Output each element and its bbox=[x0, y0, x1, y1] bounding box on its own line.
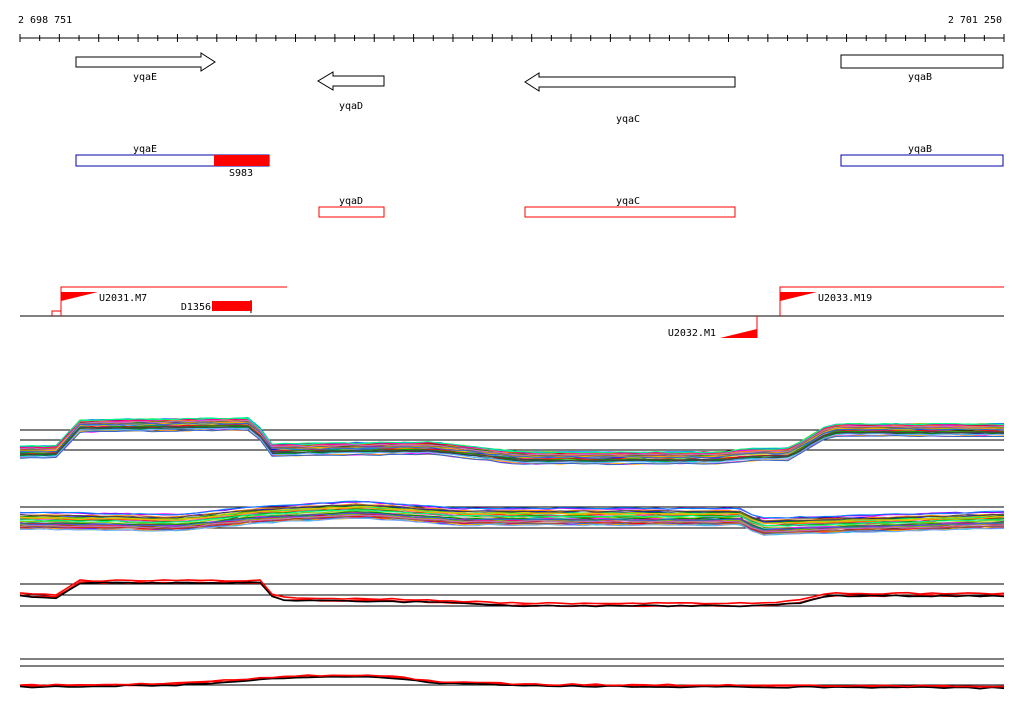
annotation-yqaD-box[interactable] bbox=[318, 206, 385, 218]
panel-2-profile-line bbox=[19, 507, 1005, 525]
panel-4-profile-line bbox=[19, 674, 1005, 688]
panel-2-profile-line bbox=[19, 512, 1005, 531]
gene-strand-track: yqaE yqaD yqaC yqaB bbox=[75, 52, 1004, 125]
panel-1-profile-line bbox=[19, 417, 1005, 454]
start-coordinate: 2 698 751 bbox=[18, 15, 72, 26]
panel-1-profile-line bbox=[19, 419, 1005, 456]
panel-2-profile-line bbox=[19, 505, 1005, 524]
annotation-track: yqaE S983 yqaB yqaD yqaC bbox=[75, 144, 1004, 218]
expression-panel-2 bbox=[19, 500, 1005, 536]
small-marker bbox=[51, 310, 61, 316]
ruler-ticks bbox=[19, 34, 1005, 42]
expression-panel-4 bbox=[19, 658, 1005, 690]
feature-D1356[interactable]: D1356 bbox=[181, 300, 252, 313]
feature-track: U2031.M7 D1356 U2033.M19 U2032.M1 bbox=[20, 286, 1004, 339]
gene-yqaE[interactable]: yqaE bbox=[75, 52, 216, 83]
annotation-yqaC-label: yqaC bbox=[616, 196, 640, 207]
gene-yqaC[interactable]: yqaC bbox=[524, 72, 736, 125]
feature-U2033-M19-flag[interactable] bbox=[780, 292, 817, 301]
feature-U2031-M7-flag[interactable] bbox=[61, 292, 98, 301]
coordinate-ruler: 2 698 751 2 701 250 bbox=[18, 15, 1005, 42]
panel-1-profile-line bbox=[19, 427, 1004, 464]
gene-yqaB[interactable]: yqaB bbox=[840, 54, 1004, 83]
gene-yqaD[interactable]: yqaD bbox=[317, 71, 385, 112]
panel-1-profiles bbox=[19, 416, 1005, 466]
annotation-yqaB-box[interactable] bbox=[840, 154, 1004, 167]
annotation-S983-label: S983 bbox=[229, 168, 253, 179]
feature-D1356-box[interactable] bbox=[212, 301, 252, 311]
feature-U2032-M1[interactable]: U2032.M1 bbox=[668, 316, 758, 339]
expression-panel-1 bbox=[19, 416, 1005, 466]
panel-3-profile-line bbox=[19, 579, 1005, 605]
panel-1-profile-line bbox=[19, 429, 1004, 466]
feature-U2033-M19-line bbox=[779, 286, 1004, 316]
gene-yqaE-label: yqaE bbox=[133, 72, 157, 83]
panel-3-profile-line bbox=[19, 581, 1005, 608]
gene-yqaE-arrow[interactable] bbox=[75, 52, 216, 72]
panel-2-profiles bbox=[19, 500, 1005, 536]
feature-U2033-M19-label: U2033.M19 bbox=[818, 293, 872, 304]
panel-1-profile-line bbox=[19, 422, 1005, 459]
panel-2-profile-line bbox=[19, 504, 1005, 522]
feature-U2033-M19[interactable]: U2033.M19 bbox=[779, 286, 1004, 316]
expression-panel-3 bbox=[19, 579, 1005, 608]
feature-U2032-M1-flag[interactable] bbox=[720, 329, 757, 338]
panel-4-profiles bbox=[19, 674, 1005, 690]
panel-2-profile-line bbox=[19, 500, 1005, 519]
gene-yqaC-arrow[interactable] bbox=[524, 72, 736, 92]
gene-yqaD-arrow[interactable] bbox=[317, 71, 385, 91]
feature-U2031-M7-label: U2031.M7 bbox=[99, 293, 147, 304]
panel-3-profiles bbox=[19, 579, 1005, 608]
panel-2-profile-line bbox=[19, 503, 1005, 522]
annotation-S983-box[interactable] bbox=[214, 155, 269, 166]
annotation-yqaC-box[interactable] bbox=[524, 206, 736, 218]
gene-yqaB-box[interactable] bbox=[840, 54, 1004, 69]
annotation-yqaB-label: yqaB bbox=[908, 144, 932, 155]
panel-2-profile-line bbox=[19, 514, 1005, 532]
panel-2-profile-line bbox=[19, 509, 1005, 527]
gene-yqaD-label: yqaD bbox=[339, 101, 363, 112]
gene-yqaB-label: yqaB bbox=[908, 72, 932, 83]
feature-D1356-label: D1356 bbox=[181, 302, 211, 313]
annotation-yqaE-label: yqaE bbox=[133, 144, 157, 155]
feature-U2031-M7[interactable]: U2031.M7 bbox=[60, 286, 287, 316]
feature-U2032-M1-label: U2032.M1 bbox=[668, 328, 716, 339]
feature-U2031-M7-line bbox=[60, 286, 287, 316]
panel-1-profile-line bbox=[19, 425, 1005, 462]
gene-yqaC-label: yqaC bbox=[616, 114, 640, 125]
annotation-yqaD-label: yqaD bbox=[339, 196, 363, 207]
panel-2-profile-line bbox=[19, 517, 1005, 536]
end-coordinate: 2 701 250 bbox=[948, 15, 1002, 26]
